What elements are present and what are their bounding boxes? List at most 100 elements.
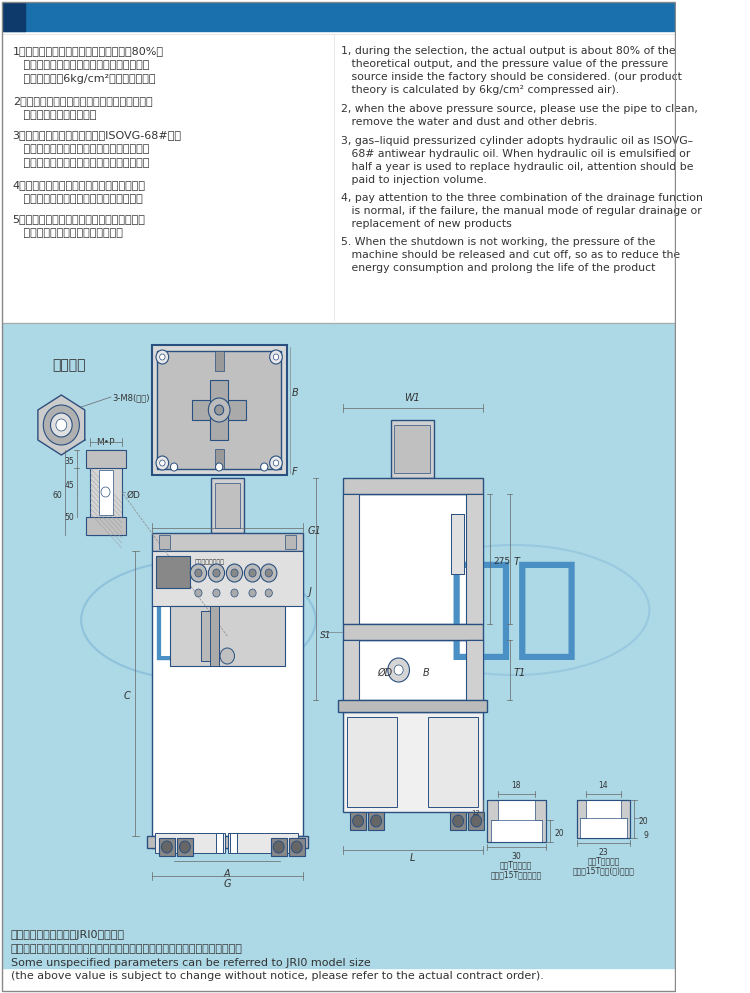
- Text: 50: 50: [64, 513, 74, 522]
- Bar: [428, 717, 478, 807]
- Text: Some unspecified parameters can be referred to JRI0 model size: Some unspecified parameters can be refer…: [10, 958, 370, 968]
- Polygon shape: [38, 395, 85, 455]
- Bar: [289, 838, 304, 856]
- Circle shape: [160, 460, 165, 466]
- Text: T: T: [513, 557, 519, 567]
- Circle shape: [266, 589, 272, 597]
- Bar: [99, 470, 112, 515]
- Bar: [338, 700, 487, 712]
- Bar: [170, 606, 285, 666]
- Circle shape: [273, 841, 284, 853]
- Text: JAIFN: JAIFN: [158, 579, 176, 585]
- Circle shape: [156, 456, 169, 470]
- Bar: [578, 800, 629, 838]
- Text: 3, gas–liquid pressurized cylinder adopts hydraulic oil as ISOVG–: 3, gas–liquid pressurized cylinder adopt…: [341, 136, 693, 146]
- Text: 源，减少消耗能源及延长产品尿命: 源，减少消耗能源及延长产品尿命: [13, 228, 122, 238]
- Bar: [156, 556, 190, 588]
- Circle shape: [195, 569, 202, 577]
- Circle shape: [249, 589, 256, 597]
- Circle shape: [209, 564, 224, 582]
- Bar: [192, 400, 246, 420]
- Circle shape: [101, 487, 110, 497]
- Circle shape: [370, 815, 382, 827]
- Bar: [343, 624, 482, 640]
- Bar: [285, 535, 296, 549]
- Bar: [450, 812, 466, 830]
- Bar: [451, 514, 464, 574]
- Text: 1, during the selection, the actual output is about 80% of the: 1, during the selection, the actual outp…: [341, 46, 676, 56]
- Text: T1: T1: [513, 668, 526, 678]
- Circle shape: [231, 589, 238, 597]
- Text: 9: 9: [643, 831, 648, 840]
- Bar: [228, 833, 298, 853]
- Bar: [211, 478, 244, 533]
- Text: 2、接上空压源时，请将使用之配管清洁，除去: 2、接上空压源时，请将使用之配管清洁，除去: [13, 96, 152, 106]
- Circle shape: [231, 569, 238, 577]
- Text: G: G: [224, 879, 231, 889]
- Text: 底板T型槽尺寸
（适用15T以上机型）: 底板T型槽尺寸 （适用15T以上机型）: [490, 860, 542, 880]
- Circle shape: [209, 398, 230, 422]
- Text: 效，则用手动方式定时排水或更换新产品: 效，则用手动方式定时排水或更换新产品: [13, 194, 142, 204]
- Bar: [210, 380, 228, 440]
- Bar: [157, 351, 281, 469]
- Text: B: B: [292, 388, 299, 398]
- Text: 23: 23: [598, 848, 608, 857]
- Bar: [498, 800, 535, 842]
- Text: 反应更换液压油；加油时应注意：注入油量: 反应更换液压油；加油时应注意：注入油量: [13, 158, 149, 168]
- Text: 5、停机未工作时应将机台压力释放及切断电: 5、停机未工作时应将机台压力释放及切断电: [13, 214, 146, 224]
- Circle shape: [261, 463, 268, 471]
- Text: remove the water and dust and other debris.: remove the water and dust and other debr…: [341, 117, 598, 127]
- Bar: [152, 533, 303, 551]
- Circle shape: [213, 589, 220, 597]
- Bar: [3, 3, 674, 31]
- Circle shape: [44, 405, 80, 445]
- Circle shape: [291, 841, 302, 853]
- Text: 275: 275: [494, 557, 511, 566]
- Bar: [230, 833, 237, 853]
- Text: （以上数值如因产品改进而变更恕不另行通知，请参照实际合同订单附图为准）: （以上数值如因产品改进而变更恕不另行通知，请参照实际合同订单附图为准）: [10, 944, 243, 954]
- Bar: [586, 800, 620, 838]
- Circle shape: [249, 569, 256, 577]
- Circle shape: [195, 589, 202, 597]
- Bar: [466, 640, 482, 700]
- Bar: [343, 478, 482, 494]
- Text: 30: 30: [511, 852, 520, 861]
- Circle shape: [220, 648, 235, 664]
- Text: S1: S1: [320, 631, 332, 639]
- Bar: [451, 514, 464, 574]
- Text: 品理论出力以6kg/cm²压缩空气计算）: 品理论出力以6kg/cm²压缩空气计算）: [13, 74, 155, 84]
- Circle shape: [394, 665, 404, 675]
- Bar: [394, 425, 430, 473]
- Bar: [490, 820, 542, 842]
- Text: 5. When the shutdown is not working, the pressure of the: 5. When the shutdown is not working, the…: [341, 237, 656, 247]
- Bar: [343, 640, 482, 700]
- Circle shape: [214, 405, 223, 415]
- Circle shape: [215, 463, 223, 471]
- Text: (the above value is subject to change without notice, please refer to the actual: (the above value is subject to change wi…: [10, 971, 544, 981]
- Circle shape: [179, 841, 190, 853]
- Text: 液压油，当液压油出现乳化现象或使用半年: 液压油，当液压油出现乳化现象或使用半年: [13, 144, 149, 154]
- Text: 20: 20: [555, 829, 564, 838]
- Bar: [487, 800, 546, 842]
- Bar: [152, 551, 303, 836]
- Text: 上模模头: 上模模头: [53, 358, 86, 372]
- Text: 1、在选型时，实际出力约为理论出力的80%，: 1、在选型时，实际出力约为理论出力的80%，: [13, 46, 164, 56]
- Circle shape: [273, 354, 279, 360]
- Bar: [152, 345, 286, 475]
- Text: 3、气液增压缸所采用液压油为ISOVG-68#抗磨: 3、气液增压缸所采用液压油为ISOVG-68#抗磨: [13, 130, 181, 140]
- Text: C: C: [124, 691, 130, 701]
- Text: 底板T型槽尺寸
（适用15T以下(含)机型）: 底板T型槽尺寸 （适用15T以下(含)机型）: [572, 856, 634, 876]
- Text: 操作及维护注意事项: 操作及维护注意事项: [27, 15, 106, 30]
- Text: 2, when the above pressure source, please use the pipe to clean,: 2, when the above pressure source, pleas…: [341, 104, 698, 114]
- Circle shape: [190, 564, 206, 582]
- Circle shape: [388, 658, 410, 682]
- Bar: [215, 833, 223, 853]
- Bar: [201, 611, 219, 661]
- Circle shape: [161, 841, 172, 853]
- Text: theoretical output, and the pressure value of the pressure: theoretical output, and the pressure val…: [341, 59, 668, 69]
- Bar: [152, 551, 303, 606]
- Bar: [350, 812, 366, 830]
- Text: L: L: [410, 853, 415, 863]
- Circle shape: [273, 460, 279, 466]
- Bar: [214, 449, 223, 469]
